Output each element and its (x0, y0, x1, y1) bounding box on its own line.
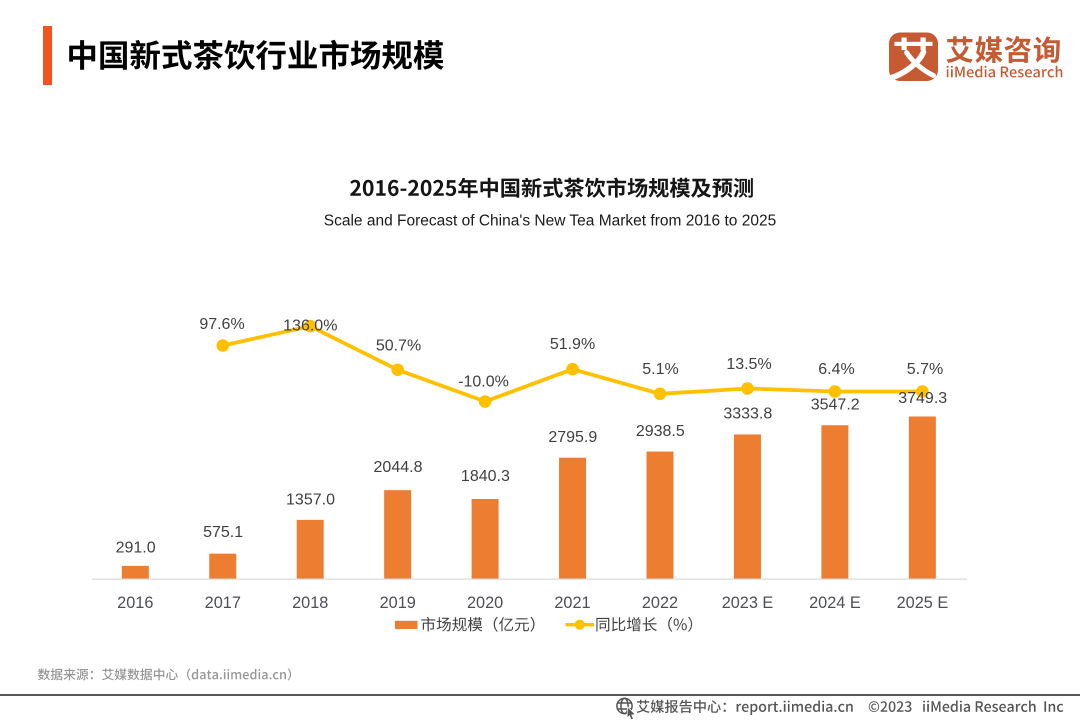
svg-text:2795.9: 2795.9 (548, 429, 597, 446)
svg-text:97.6%: 97.6% (199, 316, 244, 333)
svg-text:5.7%: 5.7% (907, 361, 943, 378)
svg-text:13.5%: 13.5% (726, 356, 771, 373)
svg-text:2044.8: 2044.8 (374, 459, 423, 476)
svg-text:2023 E: 2023 E (722, 594, 774, 612)
svg-text:3547.2: 3547.2 (811, 397, 860, 414)
svg-text:2018: 2018 (292, 594, 328, 612)
svg-text:-10.0%: -10.0% (458, 374, 509, 391)
svg-text:3749.3: 3749.3 (898, 390, 947, 407)
svg-text:51.9%: 51.9% (550, 336, 595, 353)
svg-text:2022: 2022 (642, 594, 678, 612)
svg-text:5.1%: 5.1% (642, 361, 678, 378)
svg-text:291.0: 291.0 (116, 540, 156, 557)
svg-text:Scale and Forecast of China's: Scale and Forecast of China's New Tea Ma… (324, 213, 776, 230)
svg-text:2016: 2016 (117, 594, 153, 612)
svg-text:2025 E: 2025 E (897, 594, 949, 612)
svg-text:2019: 2019 (380, 594, 416, 612)
svg-text:136.0%: 136.0% (283, 318, 337, 335)
svg-text:50.7%: 50.7% (376, 338, 421, 355)
svg-text:2024 E: 2024 E (809, 594, 861, 612)
svg-text:2020: 2020 (467, 594, 503, 612)
svg-text:2017: 2017 (205, 594, 241, 612)
svg-text:2021: 2021 (554, 594, 590, 612)
svg-text:3333.8: 3333.8 (723, 406, 772, 423)
svg-text:575.1: 575.1 (203, 524, 243, 541)
svg-text:1840.3: 1840.3 (461, 468, 510, 485)
svg-text:2938.5: 2938.5 (636, 423, 685, 440)
svg-text:6.4%: 6.4% (818, 361, 854, 378)
svg-text:1357.0: 1357.0 (286, 492, 335, 509)
